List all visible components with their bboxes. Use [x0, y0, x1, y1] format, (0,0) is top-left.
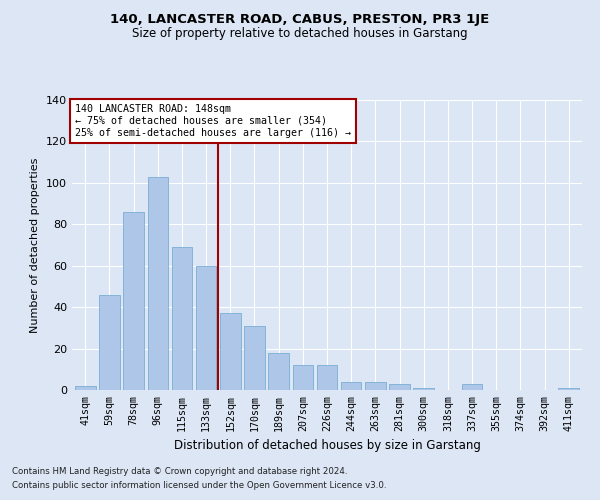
Bar: [389, 384, 410, 390]
Bar: [317, 365, 337, 390]
Bar: [559, 388, 579, 390]
Text: 140, LANCASTER ROAD, CABUS, PRESTON, PR3 1JE: 140, LANCASTER ROAD, CABUS, PRESTON, PR3…: [110, 12, 490, 26]
Text: Size of property relative to detached houses in Garstang: Size of property relative to detached ho…: [132, 28, 468, 40]
Bar: [365, 382, 386, 390]
Bar: [413, 388, 434, 390]
Bar: [124, 212, 144, 390]
Bar: [293, 365, 313, 390]
X-axis label: Distribution of detached houses by size in Garstang: Distribution of detached houses by size …: [173, 439, 481, 452]
Bar: [462, 384, 482, 390]
Y-axis label: Number of detached properties: Number of detached properties: [31, 158, 40, 332]
Bar: [196, 266, 217, 390]
Bar: [220, 314, 241, 390]
Bar: [172, 247, 192, 390]
Bar: [75, 386, 95, 390]
Bar: [341, 382, 361, 390]
Text: Contains public sector information licensed under the Open Government Licence v3: Contains public sector information licen…: [12, 481, 386, 490]
Text: 140 LANCASTER ROAD: 148sqm
← 75% of detached houses are smaller (354)
25% of sem: 140 LANCASTER ROAD: 148sqm ← 75% of deta…: [74, 104, 350, 138]
Bar: [148, 176, 168, 390]
Bar: [99, 294, 120, 390]
Bar: [268, 352, 289, 390]
Text: Contains HM Land Registry data © Crown copyright and database right 2024.: Contains HM Land Registry data © Crown c…: [12, 467, 347, 476]
Bar: [244, 326, 265, 390]
